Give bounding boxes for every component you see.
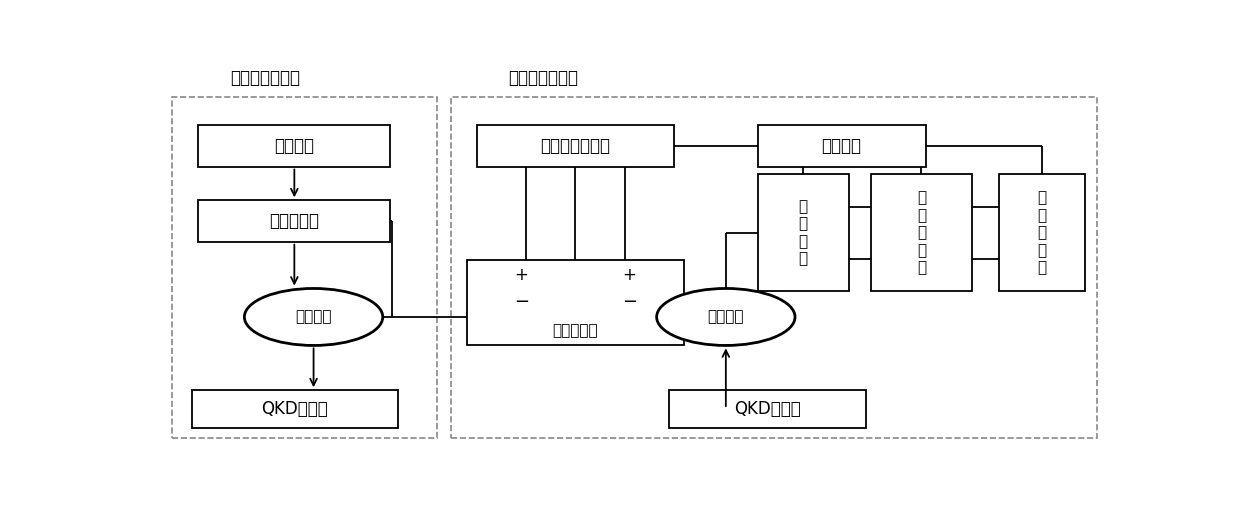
Text: 激光驱动: 激光驱动 bbox=[274, 137, 315, 155]
Text: 偏
振
分
束
器: 偏 振 分 束 器 bbox=[916, 191, 926, 275]
Bar bbox=[870, 174, 972, 291]
Text: 偏振反馈接收方: 偏振反馈接收方 bbox=[508, 69, 579, 87]
Bar bbox=[198, 125, 391, 167]
Bar bbox=[477, 125, 675, 167]
Bar bbox=[198, 200, 391, 242]
Bar bbox=[451, 97, 1096, 438]
Bar bbox=[172, 97, 436, 438]
Text: 反馈算法: 反馈算法 bbox=[822, 137, 862, 155]
Text: 偏振控制器: 偏振控制器 bbox=[553, 323, 598, 338]
Text: −: − bbox=[622, 292, 637, 310]
Text: 光环形器: 光环形器 bbox=[708, 309, 744, 324]
Text: QKD接收方: QKD接收方 bbox=[262, 400, 329, 418]
Text: −: − bbox=[513, 292, 529, 310]
Text: 偏振反馈发送方: 偏振反馈发送方 bbox=[229, 69, 300, 87]
Text: 偏振控制器驱动: 偏振控制器驱动 bbox=[541, 137, 610, 155]
Text: 反馈光发射: 反馈光发射 bbox=[269, 212, 320, 230]
Bar bbox=[191, 390, 398, 428]
Text: 光
子
计
数
器: 光 子 计 数 器 bbox=[1038, 191, 1047, 275]
Text: +: + bbox=[515, 266, 528, 284]
Bar bbox=[467, 260, 683, 345]
Circle shape bbox=[657, 288, 795, 345]
Bar bbox=[758, 125, 926, 167]
Circle shape bbox=[244, 288, 383, 345]
Text: 光
分
束
器: 光 分 束 器 bbox=[799, 199, 807, 266]
Text: QKD发送方: QKD发送方 bbox=[734, 400, 801, 418]
Text: 光环形器: 光环形器 bbox=[295, 309, 332, 324]
Bar bbox=[670, 390, 866, 428]
Text: +: + bbox=[622, 266, 636, 284]
Bar bbox=[758, 174, 849, 291]
Bar bbox=[998, 174, 1085, 291]
